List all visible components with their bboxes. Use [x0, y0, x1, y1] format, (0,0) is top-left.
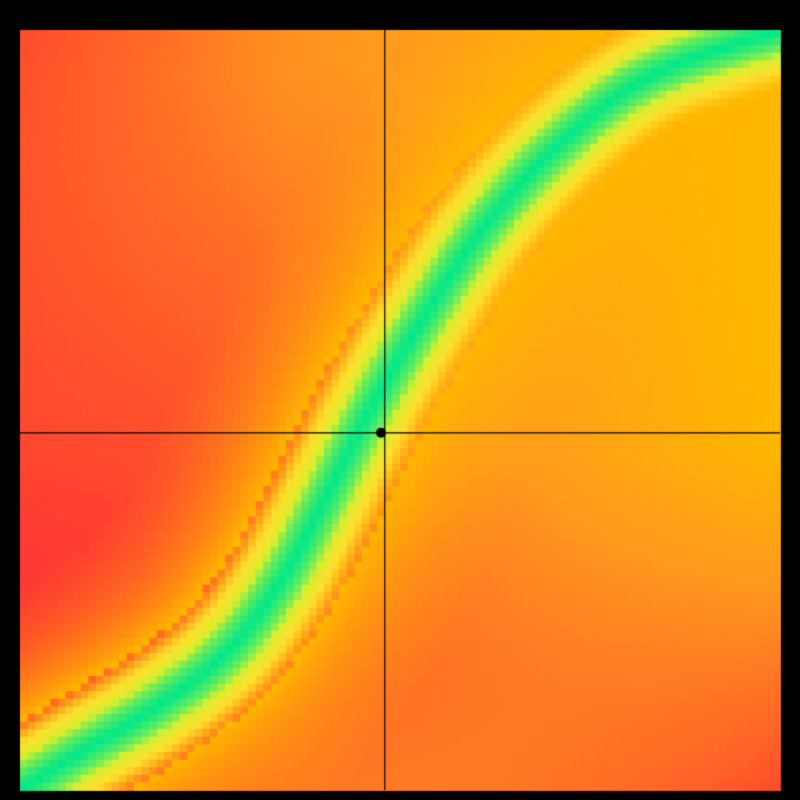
heatmap-canvas [0, 0, 800, 800]
watermark-text: TheBottleneck.com [561, 6, 782, 34]
chart-container: TheBottleneck.com [0, 0, 800, 800]
